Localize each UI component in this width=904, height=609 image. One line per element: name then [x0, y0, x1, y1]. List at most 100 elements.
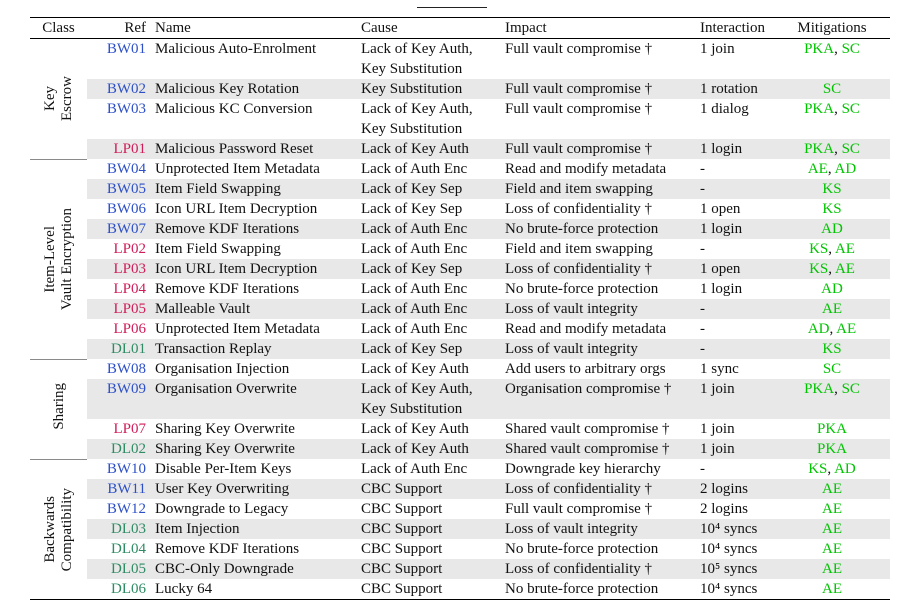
- mitigation-code: AE: [822, 481, 842, 497]
- name-cell: Sharing Key Overwrite: [146, 439, 352, 459]
- interaction-cell: -: [700, 161, 705, 177]
- impact-cell: Read and modify metadata: [505, 161, 667, 177]
- ref-code: DL05: [111, 561, 146, 577]
- name-cell: Malicious Auto-Enrolment: [155, 41, 317, 57]
- table-row: DL06 Lucky 64 CBC Support No brute-force…: [30, 579, 890, 600]
- interaction-cell: 1 open: [700, 201, 741, 217]
- mitigation-code: AD: [821, 221, 843, 237]
- name-cell: Lucky 64: [146, 579, 352, 600]
- class-group-cell: Sharing: [30, 359, 87, 460]
- ref-code: LP05: [113, 301, 146, 317]
- ref-cell: LP02: [87, 239, 146, 259]
- impact-cell: Field and item swapping: [496, 179, 691, 199]
- mitigations-cell: AE: [774, 479, 890, 499]
- ref-cell: BW06: [87, 199, 146, 219]
- impact-cell: Loss of vault integrity: [496, 299, 691, 319]
- ref-cell: BW09: [87, 379, 146, 419]
- ref-cell: BW05: [87, 179, 146, 199]
- mitigations-cell: PKA: [774, 419, 890, 439]
- impact-cell: Loss of confidentiality †: [496, 259, 691, 279]
- ref-code: DL03: [111, 521, 146, 537]
- impact-cell: Add users to arbitrary orgs: [505, 361, 666, 377]
- ref-code: DL02: [111, 441, 146, 457]
- ref-cell: DL06: [87, 579, 146, 600]
- mitigations-cell: KS, AD: [808, 461, 856, 477]
- cause-cell: CBC Support: [361, 501, 443, 517]
- name-cell: Sharing Key Overwrite: [155, 421, 295, 437]
- mitigation-code: AD: [821, 281, 843, 297]
- mitigation-code: AE: [836, 321, 857, 337]
- name-cell: Malicious Key Rotation: [146, 79, 352, 99]
- impact-cell: Read and modify metadata: [505, 321, 667, 337]
- table-row: BW03 Malicious KC Conversion Lack of Key…: [30, 99, 890, 139]
- interaction-cell: 1 dialog: [700, 101, 749, 117]
- mitigation-code: SC: [841, 101, 860, 117]
- table-row: LP05 Malleable Vault Lack of Auth Enc Lo…: [30, 299, 890, 319]
- ref-code: LP07: [113, 421, 146, 437]
- interaction-cell: -: [700, 461, 705, 477]
- table-row: Backwards Compatibility BW10 Disable Per-I…: [30, 459, 890, 600]
- table-row: DL03 Item Injection CBC Support Loss of …: [30, 519, 890, 539]
- ref-cell: DL03: [87, 519, 146, 539]
- mitigations-cell: AE: [774, 539, 890, 559]
- impact-cell: Loss of confidentiality †: [496, 559, 691, 579]
- mitigations-cell: KS: [774, 199, 890, 219]
- cropped-caption-rule: [417, 7, 487, 8]
- name-cell: Malicious KC Conversion: [155, 101, 313, 117]
- ref-code: BW07: [106, 221, 146, 237]
- interaction-cell: -: [700, 321, 705, 337]
- interaction-cell: 1 login: [700, 281, 743, 297]
- interaction-cell: 10⁴ syncs: [700, 541, 758, 557]
- mitigation-code: AE: [834, 261, 855, 277]
- ref-cell: DL02: [87, 439, 146, 459]
- mitigations-cell: PKA, SC: [774, 139, 890, 159]
- interaction-cell: 10⁴ syncs: [691, 519, 774, 539]
- mitigation-code: PKA: [804, 141, 835, 157]
- ref-code: BW12: [106, 501, 146, 517]
- interaction-cell: 1 open: [691, 259, 774, 279]
- ref-cell: BW10: [87, 459, 146, 479]
- mitigation-code: PKA: [804, 41, 835, 57]
- header-interaction: Interaction: [691, 17, 774, 39]
- mitigations-cell: AD: [774, 219, 890, 239]
- name-cell: Disable Per-Item Keys: [155, 461, 292, 477]
- table-row: BW12 Downgrade to Legacy CBC Support Ful…: [30, 499, 890, 519]
- impact-cell: Loss of confidentiality †: [505, 201, 653, 217]
- cause-cell: Lack of Key Sep: [361, 201, 463, 217]
- mitigation-code: AE: [822, 521, 842, 537]
- header-name: Name: [146, 17, 352, 39]
- header-mitigations: Mitigations: [774, 17, 890, 39]
- table-body: Key Escrow BW01 Malicious Auto-Enrolment L…: [30, 38, 890, 600]
- header-class: Class: [30, 17, 87, 39]
- ref-code: BW06: [106, 201, 146, 217]
- interaction-cell: -: [691, 179, 774, 199]
- table-row: Sharing BW08 Organisation Injection Lack …: [30, 359, 890, 460]
- impact-cell: Full vault compromise †: [496, 79, 691, 99]
- mitigation-code: PKA: [816, 441, 847, 457]
- ref-cell: BW03: [87, 99, 146, 139]
- mitigation-code: AE: [822, 501, 842, 517]
- interaction-cell: 1 join: [691, 379, 774, 419]
- ref-cell: BW02: [87, 79, 146, 99]
- impact-cell: No brute-force protection: [496, 219, 691, 239]
- mitigation-code: AD: [807, 321, 830, 337]
- table-row: DL05 CBC-Only Downgrade CBC Support Loss…: [30, 559, 890, 579]
- interaction-cell: 1 join: [691, 439, 774, 459]
- mitigations-cell: KS: [774, 179, 890, 199]
- cause-cell: Lack of Key Auth: [352, 439, 496, 459]
- name-cell: Icon URL Item Decryption: [146, 259, 352, 279]
- mitigation-code: KS: [822, 181, 842, 197]
- interaction-cell: 1 join: [700, 421, 735, 437]
- ref-code: LP02: [113, 241, 146, 257]
- threats-table: Class Ref Name Cause Impact Interaction …: [30, 17, 890, 600]
- name-cell: Transaction Replay: [146, 339, 352, 359]
- mitigation-code: PKA: [804, 101, 835, 117]
- mitigations-cell: KS: [774, 339, 890, 359]
- cause-cell: Lack of Key Auth, Key Substitution: [361, 41, 473, 77]
- name-cell: Organisation Injection: [155, 361, 290, 377]
- mitigation-code: KS: [822, 201, 842, 217]
- mitigation-code: KS: [808, 461, 828, 477]
- impact-cell: Full vault compromise †: [505, 41, 653, 57]
- class-group-label: Item-Level Vault Encryption: [42, 207, 75, 311]
- table-row: LP04 Remove KDF Iterations Lack of Auth …: [30, 279, 890, 299]
